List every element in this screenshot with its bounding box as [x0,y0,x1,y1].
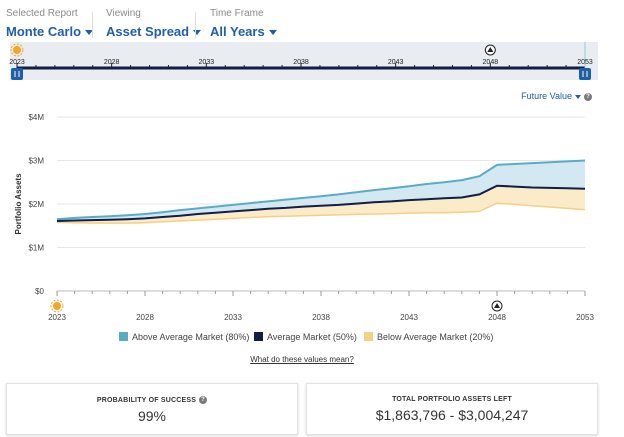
future-value-label: Future Value [521,91,572,101]
above-range-area [57,160,585,221]
sun-icon [50,299,64,313]
timeline-background [10,42,598,80]
x-tick-label: 2028 [136,313,154,322]
values-explanation-link[interactable]: What do these values mean? [250,355,354,364]
probability-value: 99% [137,408,167,424]
legend-label: Below Average Market (20%) [377,332,494,342]
header-divider [195,12,196,38]
timeline-tick-label: 2033 [199,59,215,66]
series-line-average [56,184,586,222]
assets-card: TOTAL PORTFOLIO ASSETS LEFT $1,863,796 -… [306,383,598,435]
timeline-tick-label: 2038 [293,59,309,66]
timeline-tick-label: 2023 [9,59,25,66]
sun-icon-rays [50,299,64,313]
timeframe-value: All Years [210,24,265,39]
series-line-below [56,202,586,224]
help-icon[interactable]: ? [199,396,208,404]
help-icon[interactable]: ? [584,92,592,101]
timeline-tick-label: 2043 [388,59,404,66]
mountain-icon-peak [494,303,500,308]
sun-icon-rays [10,43,24,57]
x-tick-label: 2048 [488,313,506,322]
x-tick-label: 2053 [576,313,594,322]
report-value: Monte Carlo [6,24,82,39]
report-dropdown[interactable]: Monte Carlo [6,24,94,39]
y-tick-label: $4M [28,113,44,122]
probability-label: PROBABILITY OF SUCCESS? [7,396,297,404]
header-divider [92,12,93,38]
viewing-selector-label: Viewing [106,8,141,19]
mountain-icon [491,300,503,312]
sun-icon-disc [13,46,21,54]
timeline-tick-label: 2028 [104,59,120,66]
below-range-area [57,185,585,224]
series-line-above [56,159,586,221]
y-tick-label: $1M [28,244,44,253]
chevron-down-icon [193,30,202,36]
legend-swatch [364,332,373,341]
x-tick-label: 2033 [224,313,242,322]
handle-icon[interactable] [579,68,591,80]
x-tick-label: 2043 [400,313,418,322]
mountain-icon-peak [487,47,494,52]
legend-item-above: Above Average Market (80%) [119,332,249,342]
chevron-down-icon [85,30,94,36]
legend-item-below: Below Average Market (20%) [364,332,493,342]
timeline-tick-label: 2048 [483,59,499,66]
probability-label-text: PROBABILITY OF SUCCESS [96,396,197,404]
chevron-down-icon [575,94,581,99]
legend-swatch [254,332,263,341]
y-tick-label: $0 [35,287,44,296]
timeframe-selector-label: Time Frame [210,8,264,19]
sun-icon [10,43,24,57]
chevron-down-icon [268,30,277,36]
legend-item-average: Average Market (50%) [254,332,357,342]
sun-icon-disc [53,302,61,310]
y-tick-label: $3M [28,157,44,166]
y-axis-label: Portfolio Assets [14,173,23,235]
viewing-value: Asset Spread [106,24,190,39]
assets-value: $1,863,796 - $3,004,247 [375,407,529,423]
legend-label: Above Average Market (80%) [132,332,250,342]
assets-label: TOTAL PORTFOLIO ASSETS LEFT [392,396,512,403]
x-tick-label: 2023 [48,313,66,322]
legend-label: Average Market (50%) [267,332,357,342]
handle-body [579,68,591,80]
mountain-icon [484,44,496,56]
portfolio-chart: $0 $1M $2M $3M $4M Portfolio Assets 2023 2028 20… [14,113,594,322]
probability-card: PROBABILITY OF SUCCESS? 99% [6,383,298,435]
report-selector[interactable]: Selected Report Monte Carlo [6,8,94,39]
viewing-selector[interactable]: Viewing Asset Spread [106,8,202,39]
timeframe-selector[interactable]: Time Frame All Years [210,8,277,39]
handle-body [11,68,23,80]
report-selector-label: Selected Report [6,8,78,19]
handle-icon[interactable] [11,68,23,80]
timeframe-dropdown[interactable]: All Years [210,24,277,39]
y-tick-label: $2M [28,200,44,209]
legend-swatch [119,332,128,341]
x-tick-label: 2038 [312,313,330,322]
future-value-dropdown[interactable]: Future Value? [521,91,592,101]
viewing-dropdown[interactable]: Asset Spread [106,24,202,39]
